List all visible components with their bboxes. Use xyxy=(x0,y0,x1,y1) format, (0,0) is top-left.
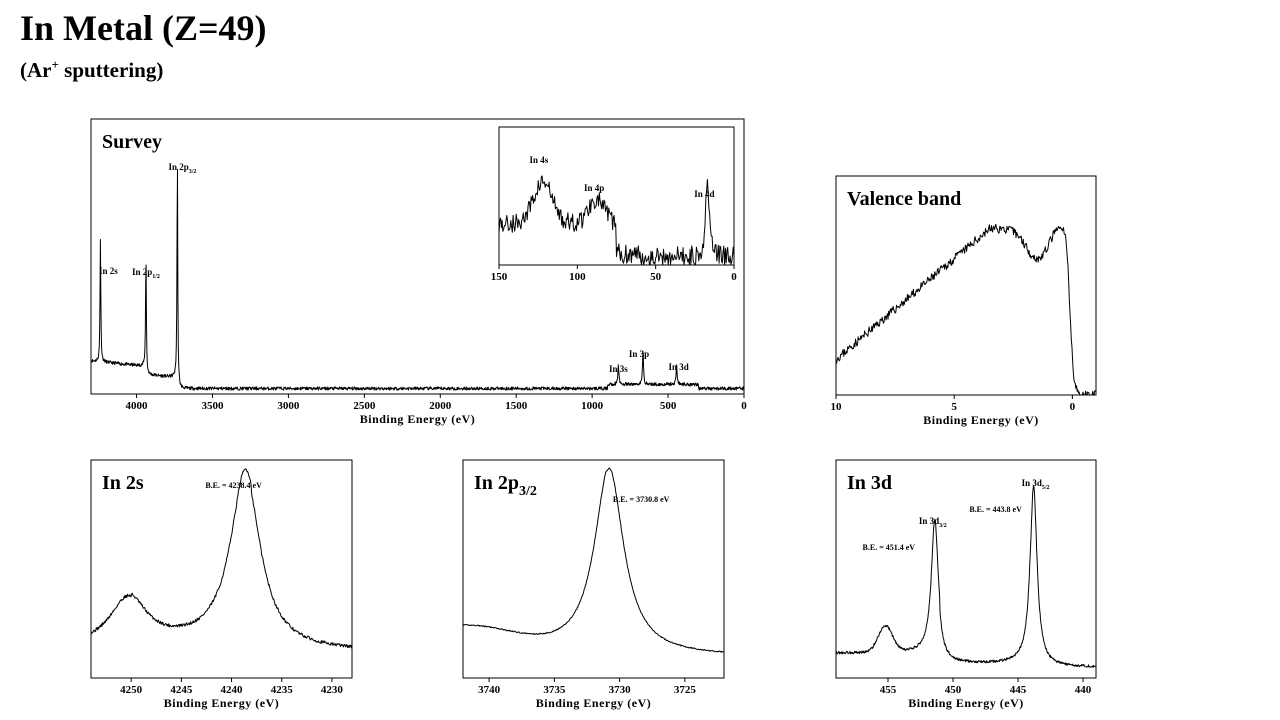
x-tick-label: 3000 xyxy=(277,400,300,412)
binding-energy-annotation: B.E. = 451.4 eV xyxy=(863,543,916,552)
peak-label: In 2s xyxy=(99,266,118,276)
chart-title-text: In 3d xyxy=(847,472,892,494)
peak-label-text: In 2s xyxy=(99,266,118,276)
peak-label-text: In 4s xyxy=(529,155,548,165)
subtitle-prefix: (Ar xyxy=(20,58,52,82)
peak-label-subscript: 5/2 xyxy=(1042,485,1050,491)
chart-title: In 2s xyxy=(102,472,144,494)
chart-title-text: In 2p xyxy=(474,472,519,494)
plot-frame xyxy=(835,175,1097,396)
binding-energy-annotation: B.E. = 3730.8 eV xyxy=(613,495,670,504)
subtitle-superscript: + xyxy=(51,57,59,72)
x-tick-label: 4000 xyxy=(126,400,149,412)
chart-title-subscript: 3/2 xyxy=(519,484,537,499)
chart-in2p: 3740 3735 3730 3725 Binding Energy (eV) In 2p… xyxy=(462,459,725,710)
x-tick-label: 3725 xyxy=(674,684,697,696)
spectrum-line xyxy=(835,485,1097,668)
peak-label: In 3p xyxy=(629,349,649,359)
chart-title: Valence band xyxy=(847,188,961,210)
x-tick-label: 2000 xyxy=(429,400,452,412)
chart-title: Survey xyxy=(102,131,162,153)
peak-label-text: In 3p xyxy=(629,349,649,359)
x-tick-label: 1500 xyxy=(505,400,528,412)
chart-title-text: Valence band xyxy=(847,188,961,210)
x-tick-label: 10 xyxy=(831,401,843,413)
peak-label: In 4p xyxy=(584,183,604,193)
x-tick-label: 440 xyxy=(1075,684,1092,696)
page-title: In Metal (Z=49) xyxy=(20,8,267,48)
peak-label-subscript: 3/2 xyxy=(189,169,197,175)
peak-label-subscript: 3/2 xyxy=(939,523,947,529)
x-axis-label: Binding Energy (eV) xyxy=(908,696,1024,710)
x-tick-label: 5 xyxy=(951,401,957,413)
chart-title: In 3d xyxy=(847,472,892,494)
x-tick-label: 4245 xyxy=(170,684,193,696)
peak-label-subscript: 1/2 xyxy=(152,274,160,280)
plot-frame xyxy=(835,459,1097,679)
x-tick-label: 3740 xyxy=(478,684,501,696)
subtitle-suffix: sputtering) xyxy=(58,58,164,82)
chart-in2s: 4250 4245 4240 4235 4230 Binding Energy (eV) I… xyxy=(90,459,353,710)
x-tick-label: 455 xyxy=(880,684,897,696)
peak-label: In 4d xyxy=(694,189,714,199)
x-tick-label: 3730 xyxy=(609,684,632,696)
peak-label-text: In 3d xyxy=(1022,478,1042,488)
x-tick-label: 0 xyxy=(731,271,737,283)
peak-label: In 3d xyxy=(668,362,688,372)
x-tick-label: 445 xyxy=(1010,684,1027,696)
peak-label-text: In 3d xyxy=(668,362,688,372)
peak-label-text: In 2p xyxy=(168,162,188,172)
peak-label: In 2p1/2 xyxy=(132,267,160,280)
peak-label-text: In 2p xyxy=(132,267,152,277)
binding-energy-annotation: B.E. = 4238.4 eV xyxy=(205,481,262,490)
x-tick-label: 150 xyxy=(491,271,508,283)
x-tick-label: 3735 xyxy=(543,684,566,696)
x-tick-label: 500 xyxy=(660,400,677,412)
chart-survey: 4000 3500 3000 2500 2000 1500 1000 500 0Binding … xyxy=(90,118,747,426)
spectrum-line xyxy=(462,467,725,653)
spectrum-line xyxy=(498,175,735,266)
x-tick-label: 4235 xyxy=(271,684,294,696)
x-tick-label: 0 xyxy=(1070,401,1076,413)
x-axis-label: Binding Energy (eV) xyxy=(923,413,1039,427)
x-axis-label: Binding Energy (eV) xyxy=(536,696,652,710)
chart-title-text: In 2s xyxy=(102,472,144,494)
binding-energy-annotation: B.E. = 443.8 eV xyxy=(969,505,1022,514)
x-tick-label: 4240 xyxy=(221,684,244,696)
peak-label-text: In 3d xyxy=(919,516,939,526)
peak-label-text: In 3s xyxy=(609,364,628,374)
plot-frame xyxy=(498,126,735,266)
peak-label: In 2p3/2 xyxy=(168,162,196,175)
plot-frame xyxy=(90,459,353,679)
x-tick-label: 0 xyxy=(741,400,747,412)
peak-label: In 3d5/2 xyxy=(1022,478,1050,491)
x-tick-label: 2500 xyxy=(353,400,376,412)
peak-label-text: In 4p xyxy=(584,183,604,193)
x-tick-label: 1000 xyxy=(581,400,604,412)
x-tick-label: 4250 xyxy=(120,684,143,696)
chart-title: In 2p3/2 xyxy=(474,472,537,499)
chart-valence: 10 5 0 Binding Energy (eV) Valence band xyxy=(831,175,1097,427)
x-axis-label: Binding Energy (eV) xyxy=(164,696,280,710)
plot-frame xyxy=(90,118,745,395)
x-tick-label: 3500 xyxy=(201,400,224,412)
x-tick-label: 450 xyxy=(945,684,962,696)
x-tick-label: 4230 xyxy=(321,684,344,696)
spectrum-line xyxy=(835,223,1097,396)
peak-label-text: In 4d xyxy=(694,189,714,199)
plot-frame xyxy=(462,459,725,679)
peak-label: In 3d3/2 xyxy=(919,516,947,529)
spectrum-line xyxy=(90,168,745,391)
x-tick-label: 50 xyxy=(650,271,662,283)
spectrum-line xyxy=(90,468,353,649)
x-tick-label: 100 xyxy=(569,271,586,283)
chart-survey_inset: 150 100 50 0 In 4s In 4p In 4d xyxy=(491,126,737,283)
peak-label: In 4s xyxy=(529,155,548,165)
peak-label: In 3s xyxy=(609,364,628,374)
chart-title-text: Survey xyxy=(102,131,162,153)
x-axis-label: Binding Energy (eV) xyxy=(360,412,476,426)
page-subtitle: (Ar+ sputtering) xyxy=(20,52,163,83)
